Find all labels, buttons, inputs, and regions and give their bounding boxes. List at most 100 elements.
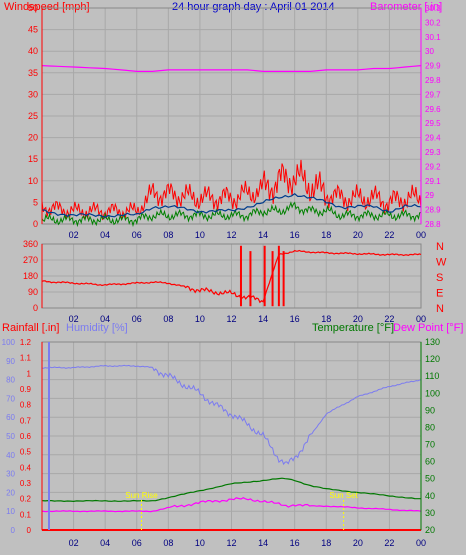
- barometer-tick-label: 29.8: [425, 76, 441, 85]
- x-tick-label: 14: [258, 314, 268, 324]
- barometer-tick-label: 29.4: [425, 134, 441, 143]
- wind-speed-line: [41, 159, 422, 221]
- compass-label: N: [436, 241, 444, 253]
- x-tick-label: 08: [163, 314, 173, 324]
- x-tick-label: 12: [226, 314, 236, 324]
- wind-average-line: [41, 201, 422, 228]
- wind-direction-series: [41, 245, 422, 307]
- x-tick-label: 00: [416, 538, 426, 548]
- x-tick-label: 08: [163, 230, 173, 240]
- sunset-label: Sun Set: [329, 491, 358, 500]
- humidity-tick-label: 70: [6, 394, 15, 403]
- x-tick-label: 20: [353, 230, 363, 240]
- direction-tick-labels: 0 90 180 270 360: [23, 239, 38, 313]
- barometer-tick-label: 28.9: [425, 206, 441, 215]
- barometer-axis-label: Barometer [.in]: [370, 1, 442, 13]
- x-tick-label: 22: [384, 314, 394, 324]
- dewpoint-axis-label: Dew Point [°F]: [393, 322, 463, 334]
- temperature-axis-label: Temperature [°F]: [312, 322, 394, 334]
- humidity-tick-labels: 0 10 20 30 40 50 60 70 80 90 100: [2, 338, 16, 535]
- rainfall-tick-label: 0.6: [20, 432, 32, 441]
- humidity-tick-label: 90: [6, 357, 15, 366]
- temperature-line: [41, 477, 421, 503]
- x-tick-label: 10: [195, 538, 205, 548]
- temperature-tick-label: 80: [425, 422, 435, 432]
- humidity-line: [41, 364, 422, 466]
- windspeed-tick-label: 45: [28, 25, 38, 35]
- barometer-tick-label: 29.2: [425, 162, 441, 171]
- windspeed-tick-labels: 0 5 10 15 20 25 30 35 40 45 50: [28, 3, 38, 229]
- x-tick-label: 20: [353, 538, 363, 548]
- rainfall-tick-label: 0.7: [20, 416, 32, 425]
- panel1-series: [41, 65, 422, 228]
- humidity-tick-label: 80: [6, 376, 15, 385]
- barometer-tick-label: 29.5: [425, 119, 441, 128]
- x-tick-label: 02: [69, 314, 79, 324]
- direction-tick-label: 360: [23, 239, 38, 249]
- temperature-tick-label: 40: [425, 491, 435, 501]
- x-tick-label: 02: [69, 230, 79, 240]
- x-tick-label: 18: [321, 314, 331, 324]
- windspeed-tick-label: 40: [28, 46, 38, 56]
- rainfall-tick-label: 0.4: [20, 463, 32, 472]
- windspeed-tick-label: 0: [33, 219, 38, 229]
- x-tick-label: 04: [100, 314, 110, 324]
- rainfall-tick-label: 0.2: [20, 495, 32, 504]
- x-tick-label: 06: [132, 538, 142, 548]
- temperature-tick-labels: 20 30 40 50 60 70 80 90 100 110 120 130: [425, 337, 440, 535]
- barometer-tick-label: 29.9: [425, 62, 441, 71]
- humidity-tick-label: 0: [11, 526, 16, 535]
- barometer-tick-label: 29.7: [425, 90, 441, 99]
- barometer-tick-label: 29.3: [425, 148, 441, 157]
- barometer-tick-labels: 28.8 28.9 29 29.1 29.2 29.3 29.4 29.5 29.6 29.7 29…: [425, 4, 441, 229]
- temperature-tick-label: 60: [425, 457, 435, 467]
- panel1-x-tick-labels: 02 04 06 08 10 12 14 16 18 20 22 00: [69, 230, 426, 240]
- windspeed-tick-label: 50: [28, 3, 38, 13]
- sunrise-label: Sun Rise: [125, 491, 158, 500]
- temperature-tick-label: 100: [425, 388, 440, 398]
- windspeed-tick-label: 15: [28, 154, 38, 164]
- temperature-tick-label: 130: [425, 337, 440, 347]
- compass-label: S: [436, 272, 443, 284]
- rainfall-tick-label: 0.3: [20, 479, 32, 488]
- direction-tick-label: 180: [23, 271, 38, 281]
- panel2-x-tick-labels: 02 04 06 08 10 12 14 16 18 20 22 00: [69, 314, 426, 324]
- x-tick-label: 08: [163, 538, 173, 548]
- x-tick-label: 04: [100, 230, 110, 240]
- direction-tick-label: 90: [28, 287, 38, 297]
- x-tick-label: 12: [226, 538, 236, 548]
- sun-annotations: Sun Rise Sun Set: [125, 491, 359, 530]
- barometer-tick-label: 29: [425, 191, 434, 200]
- windspeed-tick-label: 10: [28, 176, 38, 186]
- x-tick-label: 06: [132, 230, 142, 240]
- x-tick-label: 00: [416, 314, 426, 324]
- windspeed-tick-label: 25: [28, 111, 38, 121]
- x-tick-label: 16: [290, 538, 300, 548]
- x-tick-label: 02: [69, 538, 79, 548]
- panel3-series: [41, 364, 422, 531]
- barometer-tick-label: 30.1: [425, 33, 441, 42]
- humidity-tick-label: 50: [6, 432, 15, 441]
- rainfall-tick-label: 0.8: [20, 401, 32, 410]
- barometer-line: [41, 65, 422, 73]
- direction-tick-label: 270: [23, 255, 38, 265]
- rainfall-tick-label: 0.1: [20, 510, 32, 519]
- x-tick-label: 18: [321, 538, 331, 548]
- x-tick-label: 18: [321, 230, 331, 240]
- humidity-tick-label: 20: [6, 488, 15, 497]
- humidity-tick-label: 30: [6, 470, 15, 479]
- temperature-tick-label: 30: [425, 508, 435, 518]
- humidity-axis-label: Humidity [%]: [66, 322, 128, 334]
- wind-direction-line: [41, 249, 422, 304]
- humidity-tick-label: 60: [6, 413, 15, 422]
- temperature-tick-label: 120: [425, 354, 440, 364]
- x-tick-label: 10: [195, 230, 205, 240]
- x-tick-label: 22: [384, 230, 394, 240]
- chart-title: 24 hour graph day : April 01 2014: [172, 1, 335, 13]
- windspeed-tick-label: 30: [28, 89, 38, 99]
- humidity-tick-label: 40: [6, 451, 15, 460]
- x-tick-label: 14: [258, 538, 268, 548]
- barometer-tick-label: 30.2: [425, 18, 441, 27]
